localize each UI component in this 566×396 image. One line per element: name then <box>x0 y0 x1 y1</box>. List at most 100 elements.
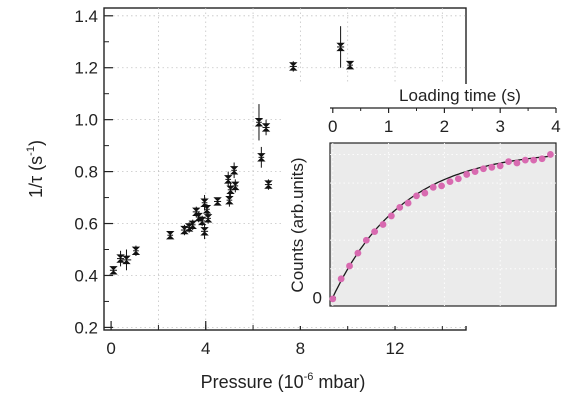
bowtie-marker <box>200 227 209 236</box>
inset-plot-frame <box>329 142 557 307</box>
data-point <box>254 104 264 141</box>
data-point <box>345 60 355 70</box>
inset-data-point <box>488 163 496 171</box>
main-y-tick-label: 1.0 <box>74 111 98 130</box>
data-point <box>225 193 234 207</box>
main-y-axis-label: 1/τ (s-1) <box>25 140 46 198</box>
data-point <box>336 26 345 68</box>
inset-data-point <box>404 199 412 207</box>
bowtie-marker <box>224 175 233 184</box>
main-x-tick-label: 4 <box>201 339 210 358</box>
inset-data-point <box>547 151 554 158</box>
main-x-axis-label: Pressure (10-6 mbar) <box>201 371 366 392</box>
data-point <box>116 250 125 267</box>
bowtie-marker <box>254 118 264 127</box>
main-y-tick-label: 0.8 <box>74 163 98 182</box>
bowtie-marker <box>289 62 298 71</box>
inset-data-point <box>438 182 446 190</box>
bowtie-marker <box>345 60 355 70</box>
bowtie-marker <box>231 181 240 191</box>
inset-x-tick-label: 3 <box>495 117 504 136</box>
inset-data-point <box>530 156 538 164</box>
inset-y-axis-label: Counts (arb.units) <box>288 157 307 292</box>
main-y-tick-label: 0.4 <box>74 266 98 285</box>
data-point <box>213 197 222 206</box>
inset-data-point <box>421 189 429 197</box>
inset-data-point <box>387 212 395 220</box>
bowtie-marker <box>116 254 125 263</box>
inset-data-point <box>505 158 512 165</box>
bowtie-marker <box>226 185 235 194</box>
data-point <box>188 219 197 231</box>
inset-data-point <box>513 159 521 167</box>
bowtie-marker <box>203 214 213 223</box>
inset-data-point <box>429 183 437 191</box>
inset-x-ticks: 0 1 2 3 4 <box>328 107 561 136</box>
data-point <box>166 231 175 240</box>
data-point <box>257 146 266 168</box>
inset-data-point <box>379 221 387 228</box>
bowtie-marker <box>261 123 271 132</box>
main-data-points <box>109 26 355 275</box>
bowtie-marker <box>202 205 212 214</box>
bowtie-marker <box>257 153 266 162</box>
inset-x-tick-label: 2 <box>440 117 449 136</box>
inset-data-point <box>480 165 487 173</box>
bowtie-marker <box>131 246 141 255</box>
bowtie-marker <box>122 255 131 265</box>
inset-data-point <box>521 156 529 164</box>
data-point <box>202 204 212 215</box>
inset-data-point <box>354 249 362 257</box>
main-y-tick-label: 0.2 <box>74 318 98 337</box>
inset-x-tick-label: 4 <box>551 117 560 136</box>
inset-plot: 0 1 2 3 4 0 Loading time (s) Counts (arb.uni… <box>284 84 566 326</box>
bowtie-marker <box>336 42 345 52</box>
main-x-tick-label: 12 <box>386 339 405 358</box>
data-point <box>261 119 271 136</box>
data-point <box>109 266 118 275</box>
inset-data-point <box>396 203 404 211</box>
data-point <box>224 171 233 188</box>
data-point <box>289 61 298 72</box>
main-y-tick-label: 1.2 <box>74 59 98 78</box>
inset-data-point <box>454 175 462 183</box>
bowtie-marker <box>166 231 175 240</box>
data-point <box>200 223 209 240</box>
bowtie-marker <box>188 220 197 230</box>
main-x-tick-label: 0 <box>106 339 115 358</box>
bowtie-marker <box>213 197 222 206</box>
main-x-tick-label: 8 <box>296 339 305 358</box>
data-point <box>121 249 132 271</box>
inset-data-point <box>346 262 353 270</box>
data-point <box>203 213 213 224</box>
inset-x-tick-label: 0 <box>328 117 337 136</box>
inset-data-points <box>329 151 554 303</box>
main-y-tick-label: 0.6 <box>74 215 98 234</box>
inset-data-point <box>362 236 370 244</box>
main-y-tick-label: 1.4 <box>74 7 98 26</box>
bowtie-marker <box>109 266 118 275</box>
bowtie-marker <box>225 195 234 205</box>
inset-y-tick-label: 0 <box>313 288 322 307</box>
data-point <box>197 215 207 227</box>
data-point <box>229 162 239 179</box>
inset-x-axis-label: Loading time (s) <box>399 86 521 105</box>
data-point <box>231 179 240 193</box>
inset-data-point <box>337 275 345 283</box>
inset-x-tick-label: 1 <box>384 117 393 136</box>
inset-data-point <box>329 295 337 303</box>
inset-data-point <box>371 228 379 236</box>
inset-data-point <box>496 162 504 170</box>
inset-data-point <box>446 178 454 186</box>
data-point <box>264 179 273 190</box>
bowtie-marker <box>229 166 239 175</box>
inset-data-point <box>463 171 471 178</box>
data-point <box>131 245 141 256</box>
main-y-ticks: 0.2 0.4 0.6 0.8 1.0 1.2 1.4 <box>74 7 113 337</box>
inset-data-point <box>471 168 479 175</box>
bowtie-marker <box>197 216 207 226</box>
bowtie-marker <box>264 180 273 189</box>
inset-data-point <box>413 192 420 200</box>
inset-data-point <box>538 155 546 163</box>
